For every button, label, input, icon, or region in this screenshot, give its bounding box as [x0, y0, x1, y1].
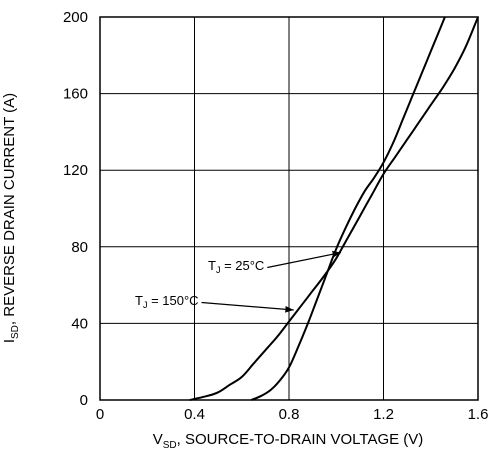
series-label-150c-sub: J [143, 300, 148, 310]
y-tick-label: 0 [80, 392, 88, 409]
series-label-25c-main: T [208, 258, 216, 273]
series-label-150c-main: T [135, 293, 143, 308]
series-layer [189, 16, 479, 401]
series-arrow-150c [201, 301, 294, 313]
x-tick-label: 1.6 [468, 406, 489, 423]
y-tick-label: 200 [63, 9, 88, 26]
y-tick-label: 160 [63, 86, 88, 103]
x-tick-label: 0.4 [184, 406, 205, 423]
series-label-25c: TJ = 25°C [208, 258, 264, 275]
x-tick-label: 0.8 [279, 406, 300, 423]
series-arrow-25c [267, 250, 342, 269]
y-tick-label: 120 [63, 162, 88, 179]
series-label-150c: TJ = 150°C [135, 293, 199, 310]
series-label-25c-rest: = 25°C [220, 258, 264, 273]
y-tick-label: 80 [71, 239, 88, 256]
x-axis-title-sub: SD [163, 440, 177, 449]
y-tick-label: 40 [71, 315, 88, 332]
y-axis-title-rest: , REVERSE DRAIN CURRENT (A) [1, 93, 18, 325]
x-tick-label: 0 [96, 406, 104, 423]
x-axis-title-main: V [153, 431, 163, 448]
y-axis-title-sub: SD [10, 325, 21, 339]
x-tick-label: 1.2 [373, 406, 394, 423]
y-axis-title: ISD, REVERSE DRAIN CURRENT (A) [1, 93, 21, 343]
y-axis-title-main: I [1, 339, 18, 343]
series-label-25c-sub: J [216, 265, 221, 275]
series-line-150c [189, 16, 479, 401]
tick-labels: 0 0.4 0.8 1.2 1.6 0 40 80 120 160 200 [63, 9, 488, 423]
x-axis-title-rest: , SOURCE-TO-DRAIN VOLTAGE (V) [177, 431, 424, 448]
series-label-150c-rest: = 150°C [147, 293, 198, 308]
plot-frame [99, 16, 479, 401]
x-axis-title: VSD, SOURCE-TO-DRAIN VOLTAGE (V) [153, 431, 424, 449]
series-line-25c [250, 16, 446, 401]
